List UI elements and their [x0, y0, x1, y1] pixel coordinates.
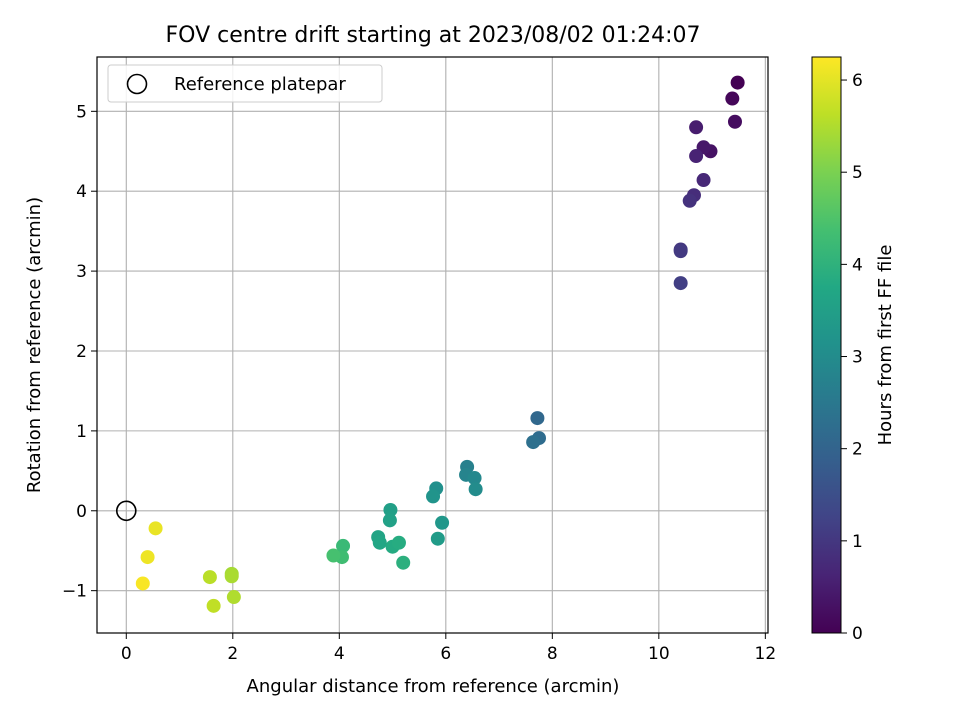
data-point: [530, 411, 545, 426]
data-point: [435, 515, 450, 530]
plot-frame: [96, 56, 769, 634]
data-point: [226, 590, 241, 605]
colorbar-tick-label: 3: [852, 348, 863, 368]
colorbar-label: Hours from first FF file: [875, 245, 896, 446]
grid: [97, 57, 768, 633]
chart-title: FOV centre drift starting at 2023/08/02 …: [166, 23, 701, 48]
data-point: [383, 502, 398, 517]
reference-platepar-marker: [115, 500, 137, 522]
y-tick-label: 2: [76, 342, 87, 362]
colorbar-tick-label: 4: [852, 255, 863, 275]
data-point: [372, 535, 387, 550]
legend-marker: [126, 73, 148, 95]
data-point: [673, 244, 688, 259]
data-point: [468, 482, 483, 497]
data-point: [682, 193, 697, 208]
data-point: [202, 570, 217, 585]
data-point: [526, 435, 541, 450]
data-point: [696, 173, 711, 188]
x-tick-label: 0: [121, 644, 132, 664]
colorbar-tick-label: 0: [852, 624, 863, 644]
data-point: [467, 471, 482, 486]
colorbar-gradient: [811, 56, 842, 634]
colorbar: 0 1 2 3 4 5 6 Hours from first FF file: [811, 56, 896, 644]
data-point: [224, 569, 239, 584]
y-tick-label: 3: [76, 262, 87, 282]
data-point: [206, 598, 221, 613]
data-point: [336, 538, 351, 553]
legend-label: Reference platepar: [174, 74, 346, 95]
legend-box: [107, 64, 383, 103]
y-tick-label: −1: [62, 582, 87, 602]
data-point: [140, 550, 155, 565]
legend: Reference platepar: [107, 64, 383, 103]
x-tick-label: 2: [227, 644, 238, 664]
data-point: [730, 75, 745, 90]
x-axis-label: Angular distance from reference (arcmin): [247, 676, 620, 697]
y-tick-label: 0: [76, 502, 87, 522]
data-point: [382, 513, 397, 528]
data-point: [725, 91, 740, 106]
x-tick-label: 12: [755, 644, 777, 664]
x-tick-label: 8: [547, 644, 558, 664]
x-tick-label: 10: [648, 644, 670, 664]
colorbar-tick-label: 6: [852, 71, 863, 91]
data-point: [426, 489, 441, 504]
y-axis-label: Rotation from reference (arcmin): [24, 197, 45, 493]
colorbar-tick-label: 1: [852, 532, 863, 552]
colorbar-ticks: 0 1 2 3 4 5 6: [841, 71, 863, 644]
data-point: [391, 535, 406, 550]
y-axis-ticks: −1 0 1 2 3 4 5: [62, 102, 97, 602]
x-axis-ticks: 0 2 4 6 8 10 12: [121, 633, 776, 664]
data-point: [430, 531, 445, 546]
data-point: [148, 521, 163, 536]
x-tick-label: 4: [334, 644, 345, 664]
x-tick-label: 6: [440, 644, 451, 664]
colorbar-tick-label: 2: [852, 440, 863, 460]
y-tick-label: 5: [76, 102, 87, 122]
data-point: [135, 576, 150, 591]
data-point: [689, 149, 704, 164]
data-point: [396, 555, 411, 570]
y-tick-label: 4: [76, 182, 87, 202]
data-point: [727, 114, 742, 129]
data-point: [689, 120, 704, 135]
data-points: [115, 75, 745, 613]
y-tick-label: 1: [76, 422, 87, 442]
colorbar-tick-label: 5: [852, 163, 863, 183]
data-point: [673, 276, 688, 291]
data-point: [326, 548, 341, 563]
